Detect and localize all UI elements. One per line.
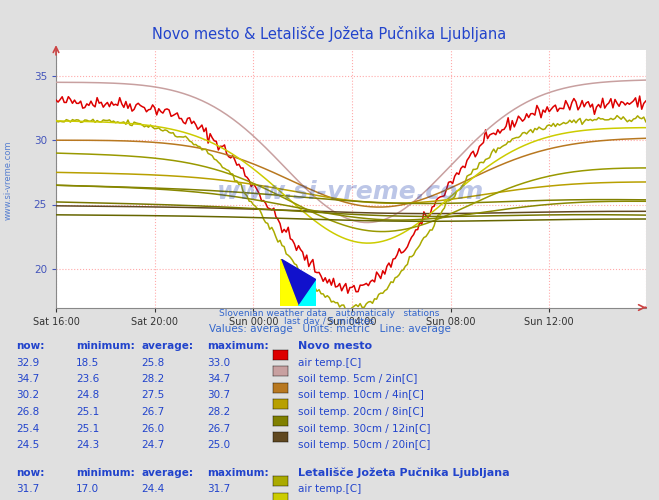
Text: 30.7: 30.7	[208, 390, 231, 400]
Text: 23.6: 23.6	[76, 374, 99, 384]
Text: 28.2: 28.2	[208, 407, 231, 417]
Text: maximum:: maximum:	[208, 468, 270, 477]
Text: Values: average   Units: metric   Line: average: Values: average Units: metric Line: aver…	[208, 324, 451, 334]
Text: 17.0: 17.0	[76, 484, 99, 494]
Text: soil temp. 30cm / 12in[C]: soil temp. 30cm / 12in[C]	[298, 424, 430, 434]
Text: 27.5: 27.5	[142, 390, 165, 400]
Text: 24.8: 24.8	[76, 390, 99, 400]
Text: 31.7: 31.7	[16, 484, 40, 494]
Text: now:: now:	[16, 341, 45, 351]
Text: soil temp. 50cm / 20in[C]: soil temp. 50cm / 20in[C]	[298, 440, 430, 450]
Text: 25.0: 25.0	[208, 440, 231, 450]
Text: minimum:: minimum:	[76, 468, 134, 477]
Text: 30.2: 30.2	[16, 390, 40, 400]
Text: last day / 5 minutes: last day / 5 minutes	[285, 316, 374, 326]
Text: 24.5: 24.5	[16, 440, 40, 450]
Text: soil temp. 5cm / 2in[C]: soil temp. 5cm / 2in[C]	[298, 374, 417, 384]
Text: 18.5: 18.5	[76, 358, 99, 368]
Text: 25.8: 25.8	[142, 358, 165, 368]
Text: 26.7: 26.7	[142, 407, 165, 417]
Text: 25.4: 25.4	[16, 424, 40, 434]
Text: 34.7: 34.7	[16, 374, 40, 384]
Text: 24.7: 24.7	[142, 440, 165, 450]
Text: 34.7: 34.7	[208, 374, 231, 384]
Text: 26.0: 26.0	[142, 424, 165, 434]
Text: 25.1: 25.1	[76, 424, 99, 434]
Text: 26.8: 26.8	[16, 407, 40, 417]
Text: 25.1: 25.1	[76, 407, 99, 417]
Text: 24.3: 24.3	[76, 440, 99, 450]
Text: soil temp. 20cm / 8in[C]: soil temp. 20cm / 8in[C]	[298, 407, 424, 417]
Text: 32.9: 32.9	[16, 358, 40, 368]
Text: average:: average:	[142, 468, 194, 477]
Text: Novo mesto & Letališče Jožeta Pučnika Ljubljana: Novo mesto & Letališče Jožeta Pučnika Lj…	[152, 26, 507, 42]
Text: Novo mesto: Novo mesto	[298, 341, 372, 351]
Text: air temp.[C]: air temp.[C]	[298, 484, 361, 494]
Text: maximum:: maximum:	[208, 341, 270, 351]
Text: now:: now:	[16, 468, 45, 477]
Text: Letališče Jožeta Pučnika Ljubljana: Letališče Jožeta Pučnika Ljubljana	[298, 468, 509, 478]
Text: 28.2: 28.2	[142, 374, 165, 384]
Text: 26.7: 26.7	[208, 424, 231, 434]
Text: Slovenian weather data   automaticaly   stations: Slovenian weather data automaticaly stat…	[219, 309, 440, 318]
Text: air temp.[C]: air temp.[C]	[298, 358, 361, 368]
Text: average:: average:	[142, 341, 194, 351]
Text: 24.4: 24.4	[142, 484, 165, 494]
Text: www.si-vreme.com: www.si-vreme.com	[217, 180, 484, 204]
Text: soil temp. 10cm / 4in[C]: soil temp. 10cm / 4in[C]	[298, 390, 424, 400]
Polygon shape	[280, 258, 298, 306]
Text: minimum:: minimum:	[76, 341, 134, 351]
Text: 33.0: 33.0	[208, 358, 231, 368]
Polygon shape	[280, 258, 316, 306]
Text: 31.7: 31.7	[208, 484, 231, 494]
Polygon shape	[298, 280, 316, 306]
Text: www.si-vreme.com: www.si-vreme.com	[3, 140, 13, 220]
